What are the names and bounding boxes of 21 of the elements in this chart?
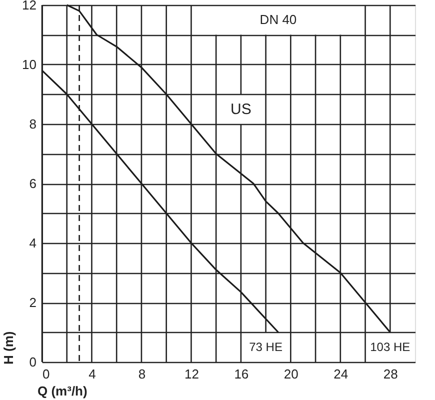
y-tick-label: 2: [29, 295, 36, 310]
x-tick-label: 28: [383, 366, 398, 382]
annotation: US: [230, 101, 252, 118]
x-tick-label: 20: [284, 366, 298, 382]
x-axis-title: Q (m³/h): [38, 384, 88, 398]
y-tick-label: 0: [29, 354, 36, 370]
x-tick-label: 4: [88, 366, 96, 382]
x-tick-label: 8: [138, 366, 146, 382]
x-tick-label: 16: [234, 366, 249, 382]
x-tick-label: 24: [334, 366, 348, 382]
series-label: 103 HE: [370, 340, 410, 354]
y-tick-label: 12: [22, 0, 36, 12]
y-tick-label: 8: [29, 116, 36, 132]
x-tick-label: 0: [42, 366, 50, 382]
y-axis-title: H (m): [1, 331, 16, 364]
y-tick-label: 4: [29, 236, 36, 250]
x-tick-label: 12: [184, 366, 199, 382]
series-label: 73 HE: [249, 340, 282, 354]
y-tick-label: 6: [29, 176, 36, 191]
annotation: DN 40: [260, 12, 297, 27]
y-tick-label: 10: [22, 57, 36, 72]
